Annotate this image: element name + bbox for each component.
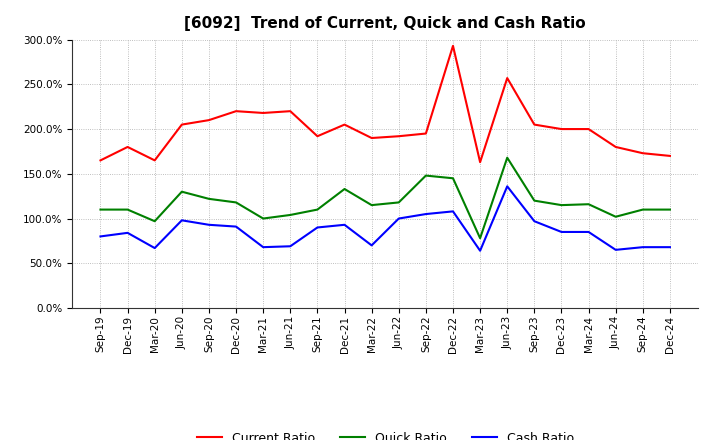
Current Ratio bbox=[367, 136, 376, 141]
Current Ratio bbox=[503, 75, 511, 81]
Cash Ratio bbox=[232, 224, 240, 229]
Legend: Current Ratio, Quick Ratio, Cash Ratio: Current Ratio, Quick Ratio, Cash Ratio bbox=[192, 427, 579, 440]
Cash Ratio bbox=[204, 222, 213, 227]
Quick Ratio bbox=[421, 173, 430, 178]
Current Ratio bbox=[584, 126, 593, 132]
Cash Ratio bbox=[259, 245, 268, 250]
Quick Ratio bbox=[530, 198, 539, 203]
Current Ratio bbox=[476, 160, 485, 165]
Quick Ratio bbox=[476, 235, 485, 241]
Quick Ratio bbox=[557, 202, 566, 208]
Cash Ratio bbox=[395, 216, 403, 221]
Current Ratio bbox=[232, 109, 240, 114]
Current Ratio bbox=[178, 122, 186, 127]
Current Ratio bbox=[557, 126, 566, 132]
Quick Ratio bbox=[449, 176, 457, 181]
Current Ratio bbox=[421, 131, 430, 136]
Cash Ratio bbox=[367, 243, 376, 248]
Quick Ratio bbox=[123, 207, 132, 212]
Line: Current Ratio: Current Ratio bbox=[101, 46, 670, 162]
Cash Ratio bbox=[286, 244, 294, 249]
Quick Ratio bbox=[367, 202, 376, 208]
Cash Ratio bbox=[476, 248, 485, 253]
Title: [6092]  Trend of Current, Quick and Cash Ratio: [6092] Trend of Current, Quick and Cash … bbox=[184, 16, 586, 32]
Current Ratio bbox=[530, 122, 539, 127]
Cash Ratio bbox=[96, 234, 105, 239]
Cash Ratio bbox=[611, 247, 620, 253]
Cash Ratio bbox=[421, 211, 430, 216]
Cash Ratio bbox=[178, 218, 186, 223]
Cash Ratio bbox=[557, 229, 566, 235]
Quick Ratio bbox=[150, 219, 159, 224]
Cash Ratio bbox=[665, 245, 674, 250]
Cash Ratio bbox=[150, 246, 159, 251]
Current Ratio bbox=[395, 134, 403, 139]
Quick Ratio bbox=[341, 187, 349, 192]
Quick Ratio bbox=[259, 216, 268, 221]
Cash Ratio bbox=[341, 222, 349, 227]
Current Ratio bbox=[611, 144, 620, 150]
Quick Ratio bbox=[611, 214, 620, 220]
Quick Ratio bbox=[665, 207, 674, 212]
Current Ratio bbox=[204, 117, 213, 123]
Cash Ratio bbox=[503, 183, 511, 189]
Current Ratio bbox=[96, 158, 105, 163]
Quick Ratio bbox=[639, 207, 647, 212]
Line: Cash Ratio: Cash Ratio bbox=[101, 186, 670, 251]
Current Ratio bbox=[639, 150, 647, 156]
Quick Ratio bbox=[232, 200, 240, 205]
Quick Ratio bbox=[204, 196, 213, 202]
Current Ratio bbox=[313, 134, 322, 139]
Quick Ratio bbox=[313, 207, 322, 212]
Current Ratio bbox=[259, 110, 268, 116]
Current Ratio bbox=[341, 122, 349, 127]
Quick Ratio bbox=[584, 202, 593, 207]
Cash Ratio bbox=[123, 230, 132, 235]
Quick Ratio bbox=[286, 213, 294, 218]
Current Ratio bbox=[123, 144, 132, 150]
Cash Ratio bbox=[449, 209, 457, 214]
Quick Ratio bbox=[178, 189, 186, 194]
Cash Ratio bbox=[639, 245, 647, 250]
Quick Ratio bbox=[96, 207, 105, 212]
Line: Quick Ratio: Quick Ratio bbox=[101, 158, 670, 238]
Current Ratio bbox=[150, 158, 159, 163]
Current Ratio bbox=[286, 109, 294, 114]
Cash Ratio bbox=[530, 219, 539, 224]
Cash Ratio bbox=[313, 225, 322, 230]
Current Ratio bbox=[665, 153, 674, 158]
Quick Ratio bbox=[503, 155, 511, 160]
Cash Ratio bbox=[584, 229, 593, 235]
Quick Ratio bbox=[395, 200, 403, 205]
Current Ratio bbox=[449, 43, 457, 48]
